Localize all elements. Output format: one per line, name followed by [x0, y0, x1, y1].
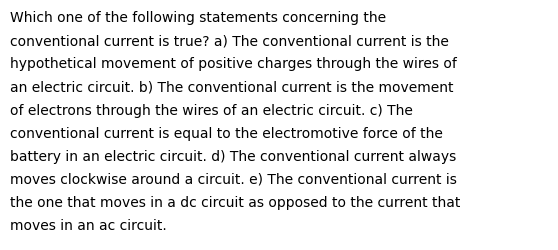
- Text: moves in an ac circuit.: moves in an ac circuit.: [10, 218, 167, 232]
- Text: of electrons through the wires of an electric circuit. c) The: of electrons through the wires of an ele…: [10, 103, 413, 117]
- Text: moves clockwise around a circuit. e) The conventional current is: moves clockwise around a circuit. e) The…: [10, 172, 457, 186]
- Text: hypothetical movement of positive charges through the wires of: hypothetical movement of positive charge…: [10, 57, 457, 71]
- Text: battery in an electric circuit. d) The conventional current always: battery in an electric circuit. d) The c…: [10, 149, 456, 163]
- Text: an electric circuit. b) The conventional current is the movement: an electric circuit. b) The conventional…: [10, 80, 454, 94]
- Text: the one that moves in a dc circuit as opposed to the current that: the one that moves in a dc circuit as op…: [10, 195, 460, 209]
- Text: Which one of the following statements concerning the: Which one of the following statements co…: [10, 11, 386, 25]
- Text: conventional current is equal to the electromotive force of the: conventional current is equal to the ele…: [10, 126, 443, 140]
- Text: conventional current is true? a) The conventional current is the: conventional current is true? a) The con…: [10, 34, 449, 48]
